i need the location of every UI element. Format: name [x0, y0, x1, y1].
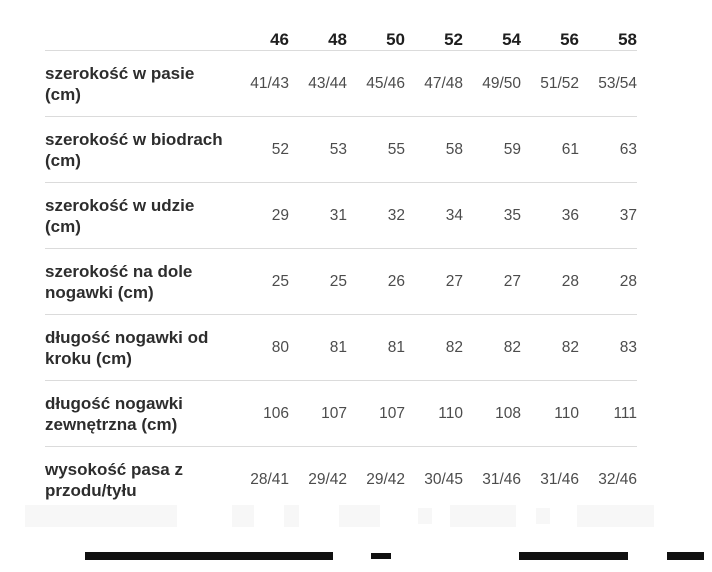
size-value-cell: 30/45 — [424, 470, 463, 488]
redacted-bar-segment — [371, 553, 391, 559]
watermark-ghost — [284, 505, 299, 527]
size-value-cell: 82 — [503, 338, 521, 356]
redacted-bar-segment — [667, 552, 704, 560]
size-value-cell: 61 — [561, 140, 579, 158]
size-column-header: 58 — [618, 30, 637, 49]
row-label: szerokość w udzie (cm) — [45, 195, 195, 236]
size-value-cell: 82 — [561, 338, 579, 356]
redacted-bar-segment — [85, 552, 333, 560]
size-value-cell: 82 — [445, 338, 463, 356]
size-table: 46 48 50 52 54 56 58 szerokość w pasie (… — [45, 0, 637, 513]
size-value-cell: 83 — [619, 338, 637, 356]
size-value-cell: 108 — [495, 404, 521, 422]
corner-cell — [45, 0, 231, 51]
size-value-cell: 28 — [619, 272, 637, 290]
size-value-cell: 110 — [554, 404, 579, 422]
table-row: szerokość w udzie (cm) 29 31 32 34 35 36… — [45, 183, 637, 249]
table-row: szerokość w biodrach (cm) 52 53 55 58 59… — [45, 117, 637, 183]
table-row: szerokość na dole nogawki (cm) 25 25 26 … — [45, 249, 637, 315]
size-value-cell: 29/42 — [366, 470, 405, 488]
size-value-cell: 29 — [271, 206, 289, 224]
size-value-cell: 110 — [438, 404, 463, 422]
watermark-ghost — [418, 508, 432, 524]
size-value-cell: 51/52 — [540, 74, 579, 92]
table-row: wysokość pasa z przodu/tyłu 28/41 29/42 … — [45, 447, 637, 513]
size-column-header: 56 — [560, 30, 579, 49]
table-row: długość nogawki zewnętrzna (cm) 106 107 … — [45, 381, 637, 447]
size-value-cell: 27 — [445, 272, 463, 290]
size-value-cell: 63 — [619, 140, 637, 158]
size-value-cell: 28 — [561, 272, 579, 290]
size-value-cell: 37 — [619, 206, 637, 224]
size-value-cell: 27 — [503, 272, 521, 290]
size-column-header: 50 — [386, 30, 405, 49]
size-value-cell: 52 — [271, 140, 289, 158]
size-value-cell: 31/46 — [540, 470, 579, 488]
size-value-cell: 47/48 — [424, 74, 463, 92]
size-value-cell: 26 — [387, 272, 405, 290]
size-value-cell: 59 — [503, 140, 521, 158]
size-value-cell: 81 — [387, 338, 405, 356]
row-label: długość nogawki zewnętrzna (cm) — [45, 393, 183, 434]
watermark-ghost — [339, 505, 380, 527]
size-value-cell: 55 — [387, 140, 405, 158]
size-value-cell: 107 — [379, 404, 405, 422]
row-label: szerokość w biodrach (cm) — [45, 129, 223, 170]
size-column-header: 52 — [444, 30, 463, 49]
row-label: szerokość w pasie (cm) — [45, 63, 195, 104]
size-column-header: 46 — [270, 30, 289, 49]
row-label: wysokość pasa z przodu/tyłu — [45, 459, 183, 500]
row-label: długość nogawki od kroku (cm) — [45, 327, 209, 368]
table-row: długość nogawki od kroku (cm) 80 81 81 8… — [45, 315, 637, 381]
size-value-cell: 29/42 — [308, 470, 347, 488]
size-value-cell: 53/54 — [598, 74, 637, 92]
size-value-cell: 106 — [263, 404, 289, 422]
size-value-cell: 53 — [329, 140, 347, 158]
size-value-cell: 107 — [321, 404, 347, 422]
size-value-cell: 35 — [503, 206, 521, 224]
size-column-header: 48 — [328, 30, 347, 49]
size-value-cell: 28/41 — [250, 470, 289, 488]
size-value-cell: 49/50 — [482, 74, 521, 92]
size-value-cell: 81 — [329, 338, 347, 356]
size-header-row: 46 48 50 52 54 56 58 — [45, 0, 637, 51]
watermark-ghost — [536, 508, 550, 524]
watermark-ghost — [450, 505, 516, 527]
size-value-cell: 43/44 — [308, 74, 347, 92]
size-value-cell: 31/46 — [482, 470, 521, 488]
size-value-cell: 25 — [329, 272, 347, 290]
size-value-cell: 45/46 — [366, 74, 405, 92]
size-value-cell: 36 — [561, 206, 579, 224]
size-value-cell: 111 — [613, 404, 637, 422]
size-value-cell: 34 — [445, 206, 463, 224]
row-label: szerokość na dole nogawki (cm) — [45, 261, 193, 302]
size-value-cell: 58 — [445, 140, 463, 158]
size-value-cell: 31 — [329, 206, 347, 224]
size-value-cell: 32/46 — [598, 470, 637, 488]
size-value-cell: 32 — [387, 206, 405, 224]
size-value-cell: 25 — [271, 272, 289, 290]
watermark-ghost — [577, 505, 654, 527]
size-value-cell: 41/43 — [250, 74, 289, 92]
size-column-header: 54 — [502, 30, 521, 49]
watermark-ghost — [232, 505, 254, 527]
size-value-cell: 80 — [271, 338, 289, 356]
watermark-ghost — [25, 505, 177, 527]
table-row: szerokość w pasie (cm) 41/43 43/44 45/46… — [45, 51, 637, 117]
redacted-bar-segment — [519, 552, 628, 560]
